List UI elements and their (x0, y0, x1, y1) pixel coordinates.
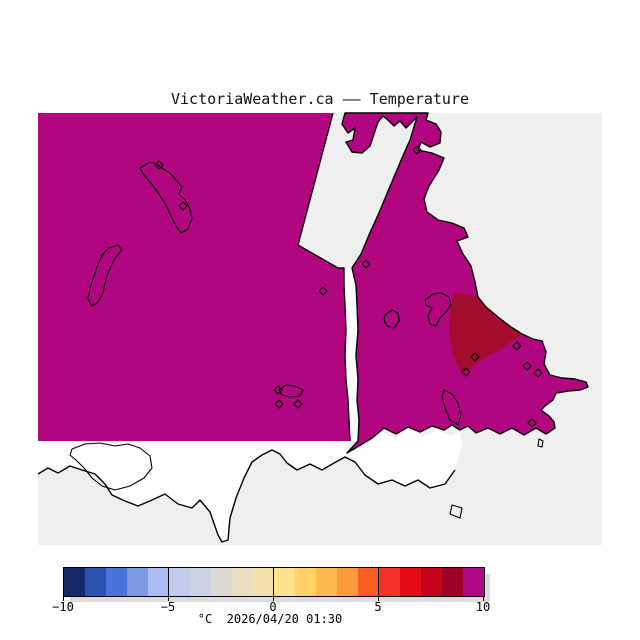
colorbar-segment (421, 568, 442, 596)
colorbar-segment (232, 568, 253, 596)
colorbar-tick-label: −10 (52, 600, 74, 614)
island-outline-small-a (278, 384, 304, 398)
temperature-colorbar (63, 567, 485, 597)
datetime-label: 2026/04/20 01:30 (226, 612, 343, 626)
warm-anomaly-patch (449, 293, 522, 374)
inlet-water-outline (441, 389, 462, 426)
islet-outline-e (449, 504, 463, 519)
station-diamond-marker (293, 399, 303, 409)
colorbar-divider (168, 567, 169, 597)
weather-map (37, 112, 602, 545)
colorbar-segment (169, 568, 190, 596)
colorbar-tick-label: 10 (475, 600, 491, 614)
station-diamond-marker (461, 367, 471, 377)
colorbar-segment (337, 568, 358, 596)
colorbar-tick (378, 596, 379, 601)
map-svg (37, 112, 602, 545)
station-diamond-marker (470, 352, 480, 362)
station-diamond-marker (178, 201, 188, 211)
station-diamond-marker (522, 361, 532, 371)
south-coastline (37, 449, 456, 543)
station-markers (154, 145, 543, 428)
island-outline-texada (139, 161, 193, 234)
colorbar-segment (295, 568, 316, 596)
colorbar-segment (253, 568, 274, 596)
colorbar-segment (190, 568, 211, 596)
station-diamond-marker (361, 259, 371, 269)
colorbar-segment (463, 568, 484, 596)
colorbar-segment (127, 568, 148, 596)
station-diamond-marker (533, 368, 543, 378)
colorbar-tick (168, 596, 169, 601)
station-diamond-marker (318, 286, 328, 296)
station-diamond-marker (527, 418, 537, 428)
station-diamond-marker (274, 399, 284, 409)
colorbar-tick-label: −5 (160, 600, 176, 614)
colorbar-segment (64, 568, 85, 596)
colorbar-segment (358, 568, 379, 596)
colorbar-tick (273, 596, 274, 601)
islet-outline-d (537, 438, 544, 448)
colorbar-segment (400, 568, 421, 596)
colorbar-divider (273, 567, 274, 597)
colorbar-divider (378, 567, 379, 597)
colorbar-segment (379, 568, 400, 596)
colorbar-segment (148, 568, 169, 596)
island-outline-lower (87, 244, 123, 307)
units-label: °C (197, 612, 213, 626)
colorbar-tick (63, 596, 64, 601)
island-outline-small-b (383, 309, 400, 329)
page-title: VictoriaWeather.ca —— Temperature (170, 90, 469, 108)
colorbar-tick-label: 5 (374, 600, 382, 614)
colorbar-segment (316, 568, 337, 596)
channel-water (344, 268, 359, 441)
temperature-field-west (38, 113, 350, 441)
colorbar-segment (85, 568, 106, 596)
temperature-field-mainland (342, 113, 588, 453)
station-diamond-marker (412, 145, 422, 155)
colorbar-tick-label: 0 (269, 600, 277, 614)
colorbar-units-datetime: °C 2026/04/20 01:30 (150, 612, 390, 626)
station-diamond-marker (512, 341, 522, 351)
colorbar-segment (106, 568, 127, 596)
station-diamond-marker (154, 160, 164, 170)
colorbar-segment (211, 568, 232, 596)
south-island-outline (69, 442, 153, 491)
colorbar-segment (274, 568, 295, 596)
station-diamond-marker (273, 385, 283, 395)
island-east-coastline (297, 112, 351, 442)
colorbar-segment (442, 568, 463, 596)
colorbar-tick (483, 596, 484, 601)
strait-water (38, 430, 462, 542)
island-outline-small-c (424, 292, 452, 327)
mainland-coastline (341, 112, 589, 454)
